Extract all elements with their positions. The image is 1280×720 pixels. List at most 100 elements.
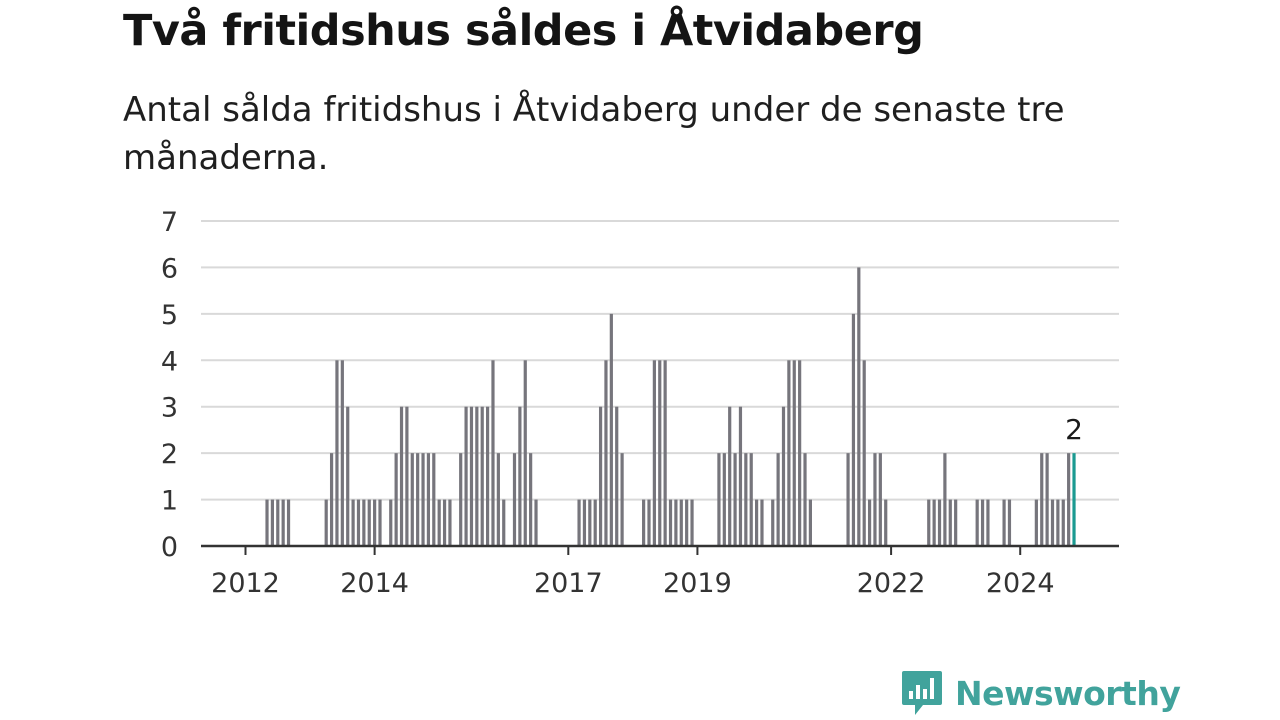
bar <box>857 267 861 546</box>
bar <box>410 453 414 546</box>
y-tick-label: 1 <box>161 486 178 517</box>
y-axis-tick-labels: 0 1 2 3 4 5 6 7 <box>161 207 178 563</box>
bar <box>615 406 619 546</box>
bar <box>362 499 366 546</box>
bar <box>658 360 662 546</box>
bar <box>351 499 355 546</box>
bar <box>512 453 517 546</box>
bar <box>373 499 377 546</box>
bar <box>588 499 592 546</box>
bar <box>954 499 958 546</box>
bar <box>690 499 694 546</box>
bar <box>873 453 877 546</box>
bar <box>738 406 743 546</box>
bar <box>491 360 495 546</box>
bar <box>1002 499 1006 546</box>
bar <box>265 499 269 546</box>
bar <box>523 360 527 546</box>
bar <box>448 499 452 546</box>
bar <box>442 499 447 546</box>
x-tick-label: 2012 <box>211 568 280 599</box>
bar <box>846 453 850 546</box>
bar <box>529 453 533 546</box>
bar <box>685 499 689 546</box>
data-label: 2 <box>1065 413 1083 446</box>
x-tick-label: 2017 <box>534 568 603 599</box>
bar <box>884 499 888 546</box>
bar <box>792 360 796 546</box>
bar <box>598 406 603 546</box>
y-tick-label: 5 <box>161 300 178 331</box>
bar <box>733 453 737 546</box>
bar <box>808 499 812 546</box>
y-tick-label: 4 <box>161 346 178 377</box>
data-labels: 2 <box>1065 413 1083 446</box>
newsworthy-logo-icon <box>902 671 942 715</box>
bar <box>432 453 436 546</box>
bar <box>464 406 468 546</box>
bar <box>486 406 490 546</box>
brand-logo: Newsworthy <box>901 670 1181 716</box>
bar <box>582 499 587 546</box>
bar <box>851 313 856 546</box>
bar <box>663 360 667 546</box>
bar <box>437 499 441 546</box>
bar <box>728 406 732 546</box>
bar <box>1067 453 1071 546</box>
bar <box>776 453 780 546</box>
y-tick-label: 2 <box>161 439 178 470</box>
x-tick-label: 2022 <box>857 568 926 599</box>
bar <box>480 406 484 546</box>
bar <box>389 499 393 546</box>
bar <box>749 453 753 546</box>
x-tick-label: 2024 <box>986 568 1055 599</box>
bars <box>265 267 1076 546</box>
bar <box>878 453 882 546</box>
bar-highlighted <box>1072 453 1076 546</box>
x-axis <box>201 544 1119 555</box>
bar <box>324 499 328 546</box>
x-axis-tick-labels: 2012 2014 2017 2019 2022 2024 <box>211 568 1054 599</box>
bar <box>426 453 431 546</box>
bar <box>943 453 947 546</box>
bar <box>1045 453 1049 546</box>
bar <box>399 406 404 546</box>
bar <box>679 499 683 546</box>
bar <box>937 499 942 546</box>
bar <box>416 453 420 546</box>
bar <box>577 499 581 546</box>
chart-title: Två fritidshus såldes i Åtvidaberg <box>123 6 924 56</box>
bar <box>674 499 678 546</box>
bar <box>798 360 802 546</box>
bar <box>604 360 608 546</box>
x-tick-label: 2019 <box>663 568 732 599</box>
bar <box>986 499 990 546</box>
brand-name: Newsworthy <box>955 673 1181 713</box>
bar <box>1040 453 1044 546</box>
bar <box>771 499 775 546</box>
bar <box>927 499 931 546</box>
bar <box>932 499 936 546</box>
y-tick-label: 7 <box>161 207 178 238</box>
bar <box>717 453 721 546</box>
bar <box>975 499 979 546</box>
bar <box>1034 499 1038 546</box>
bar <box>281 499 285 546</box>
bar <box>642 499 646 546</box>
bar <box>652 360 656 546</box>
bar <box>803 453 807 546</box>
bar <box>518 406 522 546</box>
y-tick-label: 6 <box>161 253 178 284</box>
bar <box>948 499 952 546</box>
bar <box>534 499 538 546</box>
bar <box>609 313 613 546</box>
bar <box>329 453 334 546</box>
bar <box>496 453 500 546</box>
bar <box>668 499 673 546</box>
bar <box>475 406 479 546</box>
bar <box>367 499 371 546</box>
bar <box>405 406 409 546</box>
bar <box>378 499 382 546</box>
bar <box>459 453 463 546</box>
bar <box>1056 499 1060 546</box>
